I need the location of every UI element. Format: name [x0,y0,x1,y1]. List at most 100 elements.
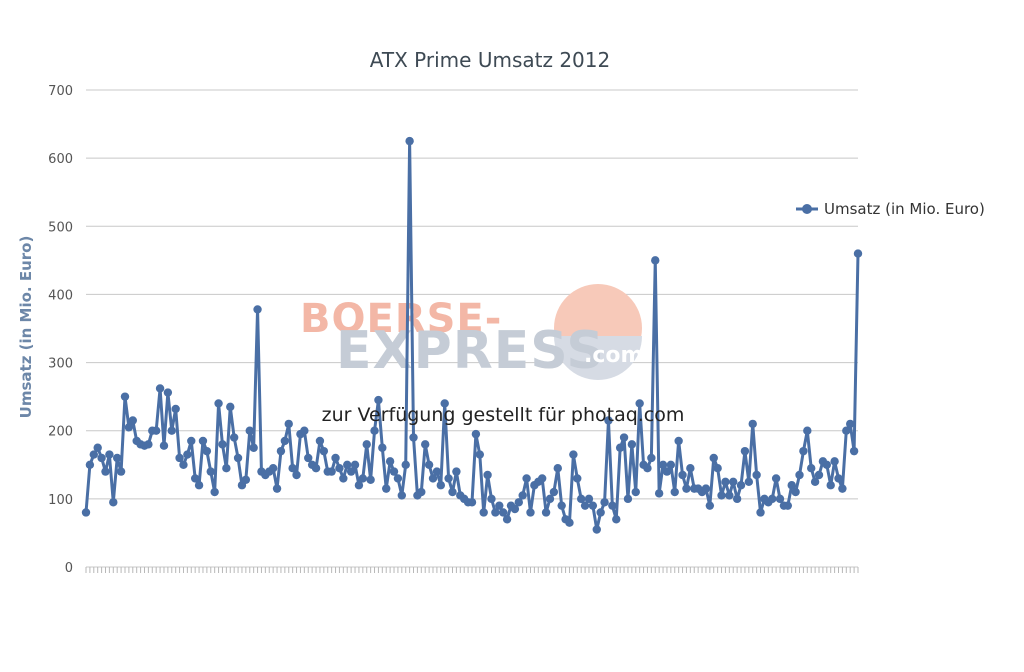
data-point-51 [280,436,290,446]
data-point-106 [495,501,504,510]
data-point-84 [409,433,418,442]
data-point-9 [116,467,126,476]
data-point-169 [740,446,750,456]
data-point-147 [654,489,664,498]
data-point-187 [810,477,820,487]
data-point-119 [545,494,555,504]
data-point-192 [830,457,839,466]
data-point-152 [674,436,683,446]
data-point-170 [744,477,754,487]
legend[interactable]: Umsatz (in Mio. Euro) [796,200,985,218]
data-point-43 [249,443,258,452]
data-point-91 [436,481,446,490]
data-point-104 [487,494,496,504]
data-point-75 [374,395,383,405]
data-point-68 [346,467,356,476]
data-point-12 [128,416,137,425]
data-point-94 [448,487,457,497]
data-point-144 [643,463,652,473]
data-point-18 [151,426,161,435]
data-point-126 [573,474,582,483]
data-point-99 [467,498,477,507]
data-point-173 [756,508,765,517]
data-point-70 [354,481,364,490]
data-point-35 [218,440,227,449]
data-point-57 [304,453,313,463]
watermark-circle-lower [554,336,642,380]
data-point-66 [339,474,348,483]
y-tick-label-100: 100 [48,493,73,508]
data-point-188 [814,470,824,480]
data-point-184 [799,446,808,456]
data-point-69 [350,460,360,469]
data-point-183 [795,470,804,480]
data-point-117 [537,474,547,483]
data-point-20 [159,441,169,450]
data-point-82 [401,460,410,469]
data-point-54 [292,470,301,480]
data-point-181 [787,481,796,490]
data-point-133 [600,498,609,507]
data-point-127 [576,494,586,504]
gridlines [86,89,858,568]
data-point-16 [144,440,153,449]
data-point-4 [97,453,106,463]
data-point-60 [315,436,325,446]
data-point-121 [553,463,562,473]
y-axis-ticks: 0 100 200 300 400 500 600 700 [48,84,73,576]
data-point-160 [705,501,715,510]
data-point-32 [206,467,215,476]
data-point-44 [253,305,262,314]
data-point-30 [198,436,208,446]
data-point-73 [366,475,375,484]
data-point-124 [565,518,574,527]
data-point-92 [440,399,449,408]
data-point-34 [214,399,223,408]
data-point-194 [838,484,847,493]
data-point-71 [358,474,368,483]
data-point-141 [631,487,640,497]
data-point-134 [604,416,613,425]
data-point-78 [385,457,395,466]
data-point-49 [272,484,282,493]
data-point-196 [846,419,855,429]
data-point-129 [584,494,594,504]
data-point-171 [748,419,757,429]
data-point-0 [81,508,91,517]
data-point-155 [686,463,695,473]
data-point-24 [175,453,184,463]
data-point-64 [331,453,340,463]
data-point-22 [167,426,176,435]
data-point-111 [514,498,523,507]
data-point-36 [222,463,231,473]
data-point-110 [510,504,520,514]
data-point-176 [768,494,777,504]
data-point-153 [678,470,687,480]
x-axis-ticks [85,567,859,573]
data-point-53 [288,463,297,473]
data-point-19 [155,384,165,393]
data-point-38 [229,433,239,442]
data-point-172 [752,470,761,480]
data-point-136 [612,515,621,524]
data-point-88 [424,460,434,469]
data-point-101 [475,450,484,459]
data-point-132 [596,508,605,517]
data-point-140 [627,440,637,449]
data-point-193 [834,474,843,483]
data-point-10 [120,392,130,401]
data-point-6 [105,450,114,459]
data-point-79 [389,467,399,476]
data-point-86 [417,487,426,497]
data-point-102 [479,508,488,517]
watermark-line2: EXPRESS [336,321,605,381]
data-point-59 [311,463,321,473]
data-point-146 [651,256,660,265]
data-point-114 [526,508,535,517]
data-point-2 [89,450,98,459]
data-point-76 [378,443,387,452]
data-point-168 [736,481,746,490]
data-point-23 [171,404,180,414]
data-point-148 [658,460,668,469]
data-point-190 [822,460,832,469]
